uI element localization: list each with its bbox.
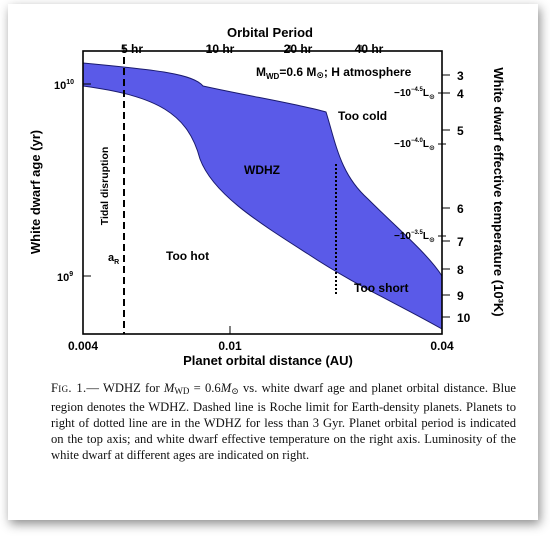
right-axis-title: White dwarf effective temperature (10³K) [491, 67, 506, 316]
left-tick-label: 1010 [54, 79, 74, 92]
region-label-too-cold: Too cold [338, 109, 387, 123]
region-label-wdhz: WDHZ [244, 163, 280, 177]
caption-body: vs. white dwarf age and planet orbital d… [51, 381, 516, 462]
caption-solar-subscript: ⊙ [231, 386, 239, 396]
right-tick-label: 5 [457, 124, 464, 138]
plot-frame [82, 50, 443, 335]
right-tick-label: 6 [457, 202, 464, 216]
wdhz-region [82, 62, 443, 330]
caption-figure-label: Fig. 1. [51, 381, 87, 395]
region-label-tidal-disruption: Tidal disruption [99, 147, 111, 226]
top-tick-label: 5 hr [121, 42, 143, 56]
right-axis-ticks [442, 74, 450, 318]
figure-caption: Fig. 1.— WDHZ for MWD = 0.6M⊙ vs. white … [51, 380, 516, 463]
bottom-tick-label: 0.04 [430, 339, 454, 353]
top-tick-label: 10 hr [206, 42, 235, 56]
top-axis-title: Orbital Period [227, 25, 313, 40]
left-tick-label: 109 [57, 271, 73, 284]
luminosity-label: −10−3.5L⊙ [394, 230, 435, 244]
right-tick-label: 9 [457, 289, 464, 303]
right-tick-label: 7 [457, 235, 464, 249]
region-label-too-short: Too short [354, 281, 408, 295]
top-tick-label: 40 hr [355, 42, 384, 56]
luminosity-label: −10−4.0L⊙ [394, 138, 435, 152]
paper-page: Orbital Period 5 hr 10 hr 20 hr 40 hr 0.… [8, 4, 538, 520]
mass-annotation: MWD=0.6 M⊙; H atmosphere [256, 65, 412, 81]
luminosity-ticks [438, 92, 446, 237]
left-axis-title: White dwarf age (yr) [28, 130, 43, 254]
right-tick-label: 4 [457, 87, 464, 101]
bottom-tick-label: 0.01 [218, 339, 242, 353]
top-axis-ticks [123, 45, 362, 51]
bottom-axis-title: Planet orbital distance (AU) [183, 353, 353, 368]
right-tick-label: 8 [457, 263, 464, 277]
caption-solar-mass-symbol: M [220, 381, 232, 395]
roche-limit-label: aR [108, 252, 119, 266]
right-tick-label: 10 [457, 311, 471, 325]
region-label-too-hot: Too hot [166, 249, 209, 263]
caption-mass-symbol: M [163, 381, 175, 395]
right-tick-label: 3 [457, 69, 464, 83]
left-axis-ticks [83, 83, 91, 277]
top-tick-label: 20 hr [284, 42, 313, 56]
bottom-tick-label: 0.004 [68, 339, 98, 353]
luminosity-label: −10−4.5L⊙ [394, 87, 435, 101]
figure: Orbital Period 5 hr 10 hr 20 hr 40 hr 0.… [28, 25, 506, 368]
caption-equals: = 0.6 [189, 381, 221, 395]
caption-intro: — WDHZ for [86, 381, 164, 395]
caption-mass-subscript: WD [174, 386, 190, 396]
bottom-axis-ticks [82, 326, 443, 334]
